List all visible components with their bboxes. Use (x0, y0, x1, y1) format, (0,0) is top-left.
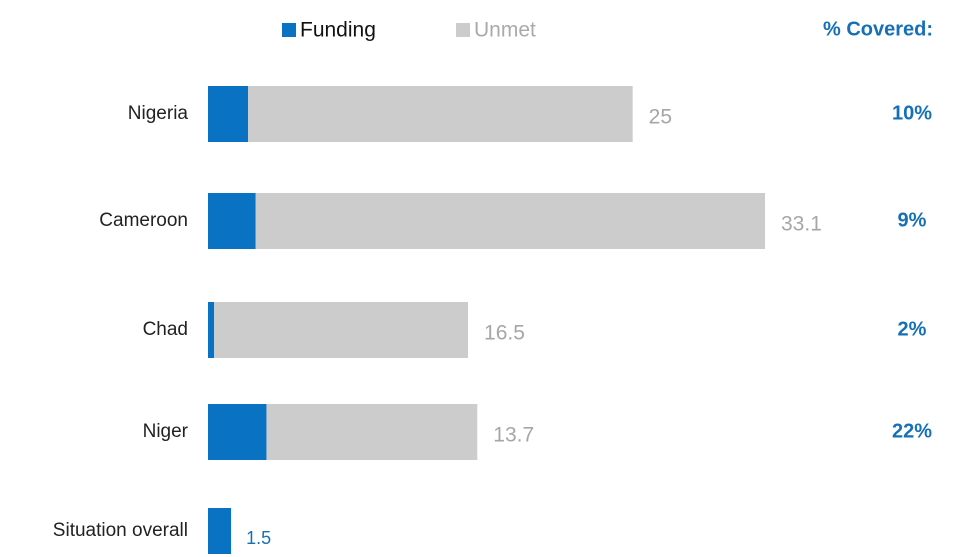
category-label: Cameroon (99, 210, 188, 231)
category-label: Chad (143, 319, 188, 340)
coverage-label: 9% (898, 209, 927, 231)
bar-segment (208, 302, 215, 358)
value-label: 33.1 (781, 213, 822, 236)
bar-segment (208, 193, 256, 249)
legend-swatch (282, 23, 296, 37)
bar-segment (208, 404, 267, 460)
value-label: 16.5 (484, 322, 525, 345)
coverage-label: 22% (892, 420, 932, 442)
bar-segment (208, 86, 249, 142)
legend-label: Unmet (474, 19, 536, 42)
category-label: Nigeria (128, 103, 189, 124)
coverage-label: 2% (898, 318, 927, 340)
legend-label: Funding (300, 19, 376, 42)
value-label: 25 (649, 106, 672, 129)
bar-segment (255, 193, 765, 249)
bar-segment (214, 302, 469, 358)
category-label: Niger (143, 421, 189, 442)
category-label: Situation overall (53, 520, 188, 541)
value-label: 1.5 (246, 528, 271, 548)
bar-segment (266, 404, 478, 460)
legend-swatch (456, 23, 470, 37)
coverage-label: 10% (892, 102, 932, 124)
value-label: 13.7 (493, 424, 534, 447)
bar-segment (248, 86, 633, 142)
coverage-title: % Covered: (823, 18, 933, 40)
bar-segment (208, 508, 232, 554)
